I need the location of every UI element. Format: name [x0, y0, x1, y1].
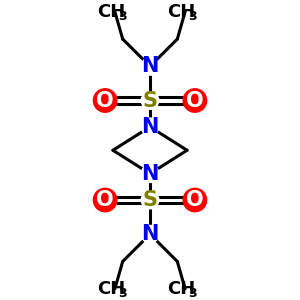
Text: S: S: [142, 91, 158, 110]
Text: O: O: [186, 190, 204, 210]
Circle shape: [141, 58, 159, 75]
Text: N: N: [141, 117, 159, 137]
Text: 3: 3: [189, 287, 197, 300]
Circle shape: [141, 225, 159, 243]
Text: O: O: [186, 91, 204, 110]
Text: N: N: [141, 56, 159, 76]
Text: 3: 3: [118, 287, 127, 300]
Text: CH: CH: [167, 3, 195, 21]
Text: 3: 3: [189, 10, 197, 23]
Text: N: N: [141, 224, 159, 244]
Circle shape: [141, 165, 159, 182]
Circle shape: [183, 188, 207, 212]
Circle shape: [141, 191, 159, 209]
Circle shape: [183, 89, 207, 112]
Text: CH: CH: [97, 3, 125, 21]
Text: N: N: [141, 164, 159, 184]
Circle shape: [93, 188, 117, 212]
Text: CH: CH: [167, 280, 195, 298]
Text: O: O: [96, 190, 114, 210]
Circle shape: [141, 92, 159, 109]
Circle shape: [141, 118, 159, 136]
Circle shape: [93, 89, 117, 112]
Text: CH: CH: [97, 280, 125, 298]
Text: O: O: [96, 91, 114, 110]
Text: S: S: [142, 190, 158, 210]
Text: 3: 3: [118, 10, 127, 23]
